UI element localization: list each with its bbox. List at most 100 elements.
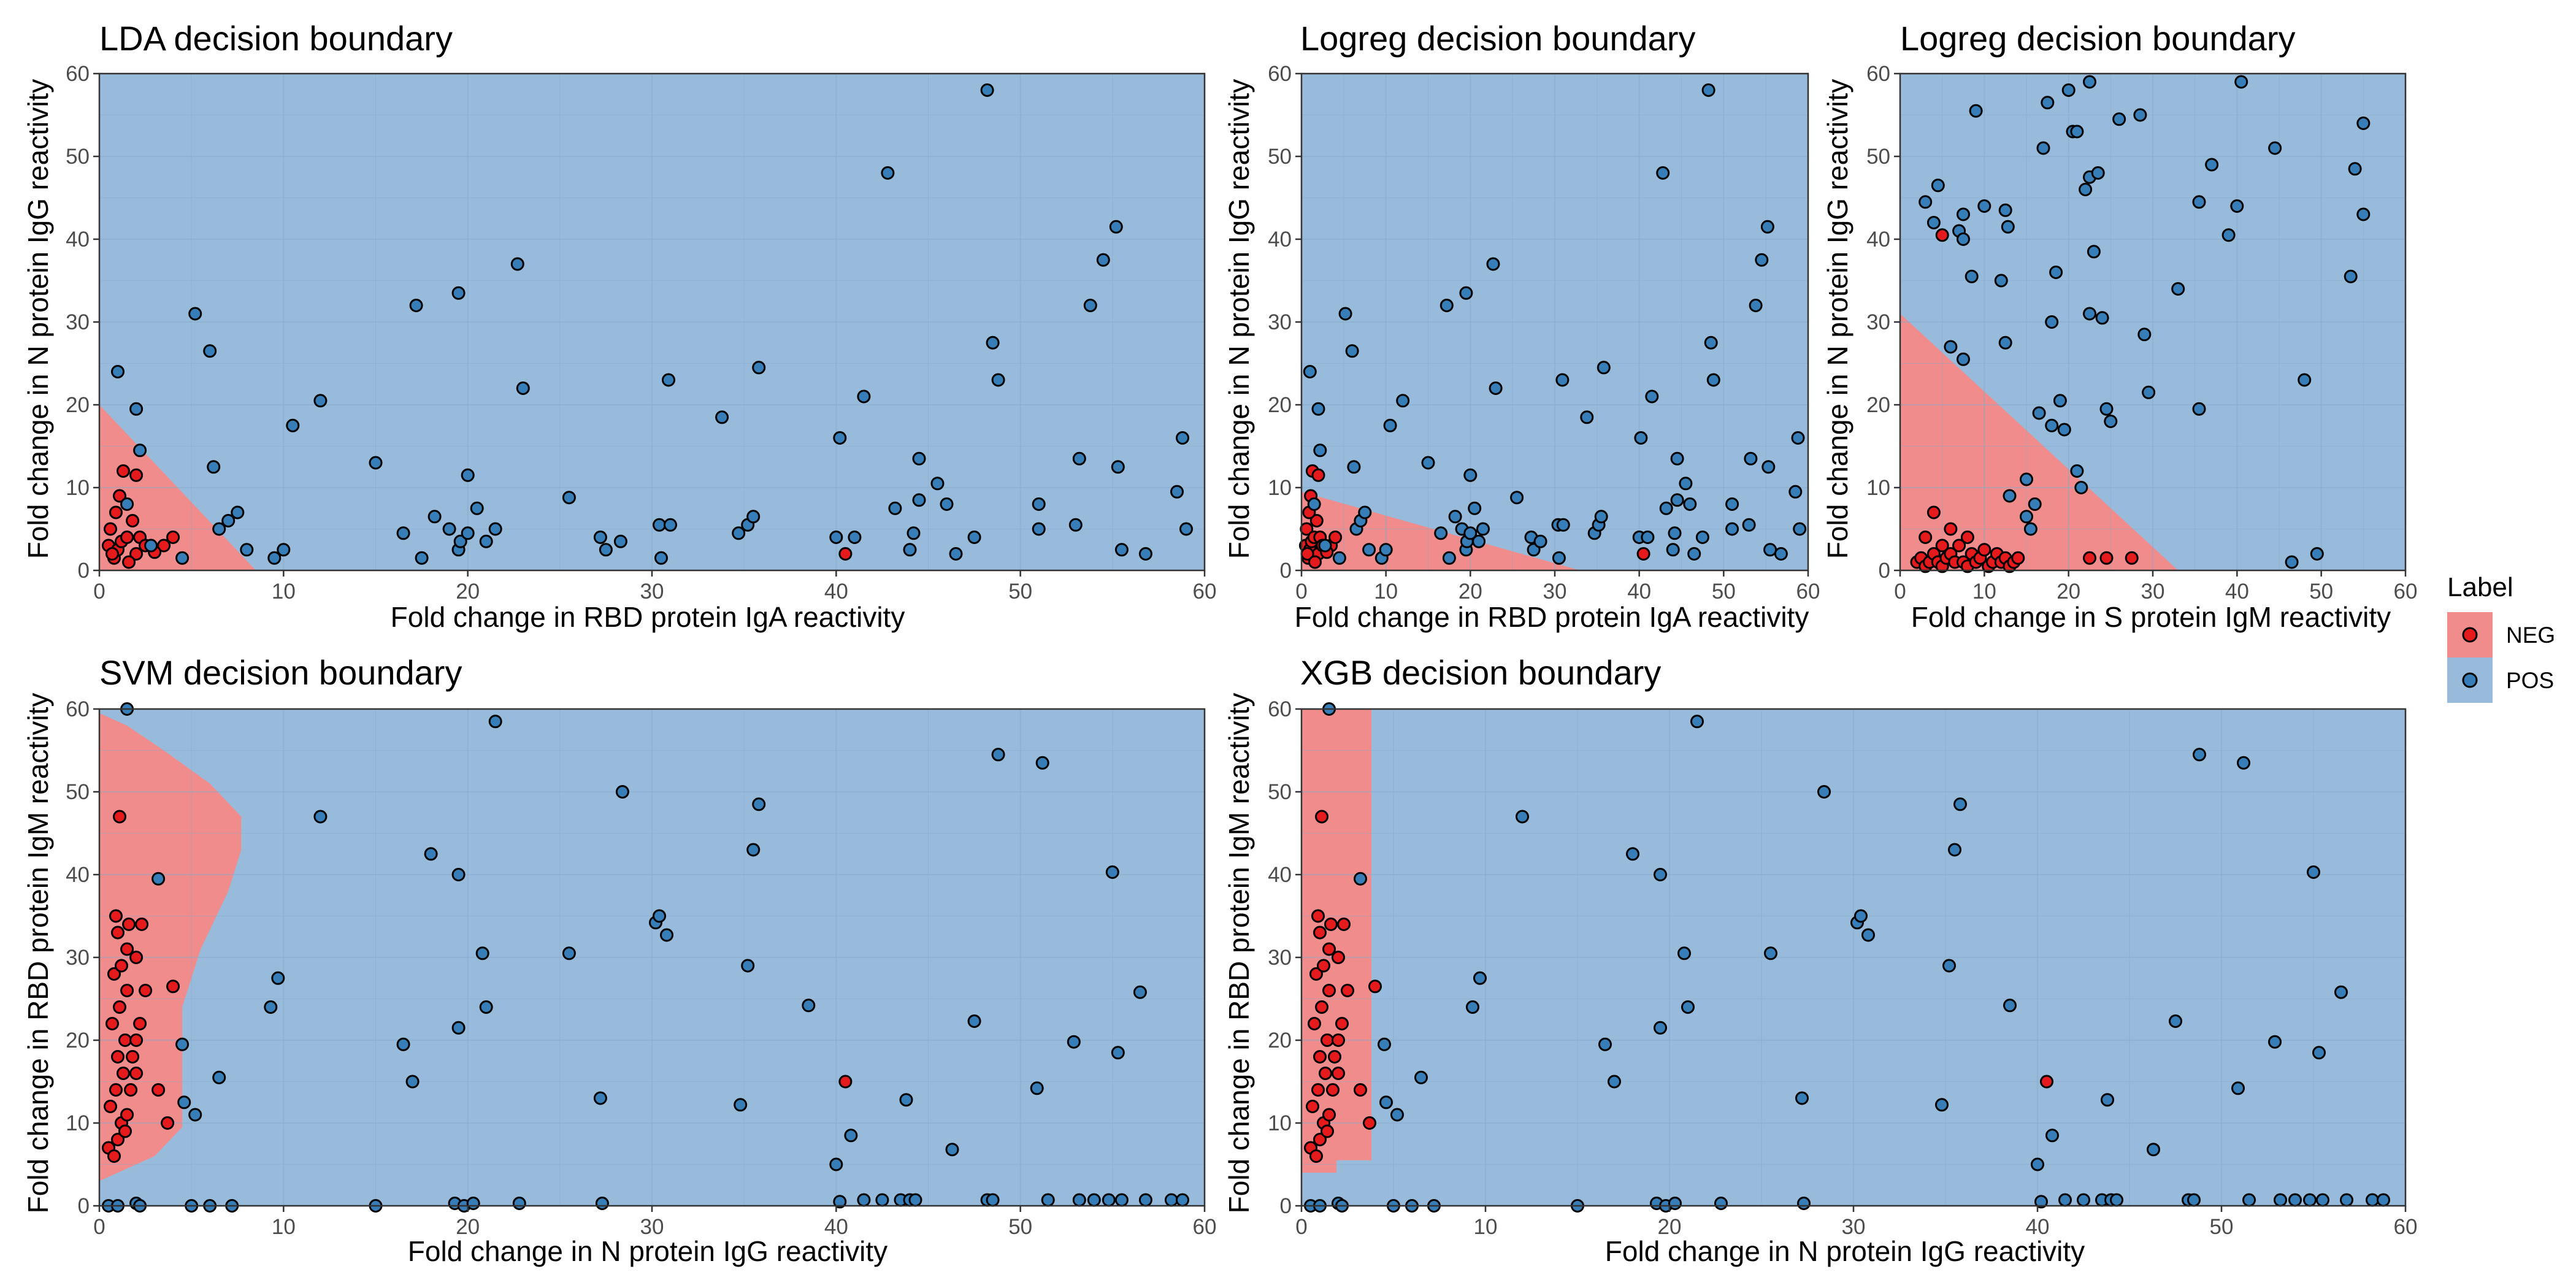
data-point-neg [117,464,130,478]
panel-xgb: XGB decision boundary Fold change in N p… [1223,653,2417,1267]
data-point-pos [1109,220,1123,234]
data-point-neg [120,1108,134,1122]
axes: 0 10 20 30 40 50 60 0 10 20 30 40 50 60 [1866,62,2417,604]
data-point-pos [1083,299,1097,312]
data-point-pos [1634,431,1648,445]
data-point-neg [1944,522,1958,536]
data-point-pos [2193,748,2206,762]
data-point-pos [1354,872,1367,886]
panel-logreg-igm: Logreg decision boundary Fold change in … [1822,19,2417,633]
y-axis-label: Fold change in N protein IgG reactivity [22,79,54,559]
data-point-pos [1598,1037,1612,1051]
x-tick-label: 30 [1842,1215,1866,1239]
data-point-pos [1489,381,1503,395]
data-point-pos [1379,1095,1393,1110]
data-point-neg [133,1017,147,1030]
data-point-pos [653,909,666,923]
data-point-pos [2307,865,2320,879]
data-point-neg [1960,531,1974,544]
data-point-pos [2003,999,2017,1013]
y-tick-label: 10 [66,476,90,500]
data-point-neg [1306,1100,1319,1113]
data-point-pos [1704,335,1718,350]
data-point-pos [1677,946,1691,960]
x-tick-label: 60 [2394,1215,2418,1239]
data-point-pos [2340,1193,2353,1207]
data-point-pos [908,1193,922,1207]
data-point-pos [1164,1193,1178,1207]
data-point-pos [1421,456,1435,470]
data-point-pos [475,946,489,960]
data-point-pos [2377,1193,2390,1207]
y-tick-label: 20 [1268,1029,1292,1052]
data-point-neg [1335,1017,1349,1030]
data-point-pos [888,501,902,515]
data-point-pos [1755,253,1769,267]
data-point-neg [129,1033,144,1047]
data-point-pos [664,518,677,532]
y-tick-label: 0 [1879,559,1890,583]
data-point-pos [510,257,524,271]
panel-title: LDA decision boundary [99,19,453,58]
data-point-pos [875,1193,889,1207]
data-point-neg [1311,1083,1325,1097]
x-tick-label: 60 [1193,580,1217,604]
data-point-pos [1468,501,1482,515]
data-point-neg [166,531,180,544]
data-point-neg [120,531,134,544]
data-point-neg [1952,539,1966,553]
data-point-pos [129,402,144,416]
data-point-pos [1701,83,1715,97]
data-point-pos [1659,501,1673,515]
data-point-pos [451,868,466,881]
data-point-neg [129,468,144,482]
data-point-neg [129,951,144,964]
data-point-pos [2034,1195,2048,1209]
pos-region [1301,74,1808,570]
data-point-pos [188,307,202,321]
data-point-pos [451,286,466,300]
data-point-pos [599,543,613,557]
data-point-neg [838,547,853,561]
data-point-pos [1555,373,1570,387]
data-point-pos [2041,96,2055,110]
data-point-pos [177,1095,191,1110]
data-point-pos [2268,1035,2282,1049]
data-point-pos [212,522,226,536]
data-point-pos [1347,460,1361,474]
data-point-pos [1472,534,1486,548]
data-point-pos [313,810,328,824]
y-tick-label: 0 [1280,1194,1292,1218]
neg-region [99,713,242,1181]
data-point-pos [2003,489,2017,503]
data-point-pos [1795,1091,1809,1105]
grid [98,72,1206,572]
data-point-pos [857,1193,871,1207]
data-point-pos [1358,505,1372,519]
data-point-pos [1580,410,1594,424]
data-point-pos [802,999,816,1013]
x-tick-label: 60 [1193,1215,1217,1239]
plot-area [98,702,1206,1213]
data-point-pos [264,1000,278,1014]
data-point-pos [1138,1193,1152,1207]
data-point-pos [1114,543,1129,557]
data-point-pos [453,534,467,548]
axes: 0 10 20 30 40 50 60 0 10 20 30 40 50 60 [1268,62,1820,604]
data-point-pos [1594,510,1608,524]
data-point-neg [1332,1067,1345,1080]
data-point-neg [122,918,136,931]
axes: 0 10 20 30 40 50 60 0 10 20 30 40 50 60 [66,697,1216,1239]
data-point-pos [829,531,843,544]
data-point-neg [1317,959,1330,973]
data-point-pos [479,534,493,548]
grid [98,708,1206,1207]
x-tick-label: 40 [824,1215,848,1239]
data-point-pos [1332,551,1346,565]
data-point-neg [1337,918,1351,931]
data-point-pos [1516,810,1529,824]
y-axis-label: Fold change in RBD protein IgM reactivit… [1223,693,1255,1214]
data-point-pos [2221,228,2236,242]
x-tick-label: 60 [2394,580,2418,604]
data-point-pos [1687,547,1701,561]
